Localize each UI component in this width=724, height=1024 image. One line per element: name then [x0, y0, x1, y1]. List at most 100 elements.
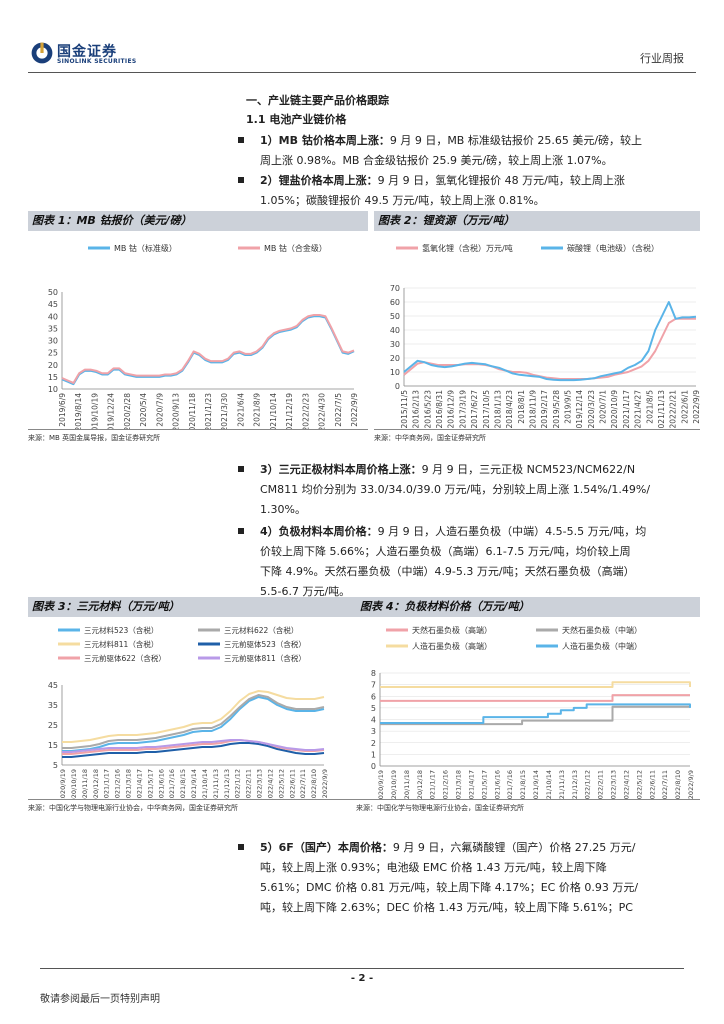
legend-label: 三元前驱体622（含税）	[84, 653, 166, 663]
legend-label: MB 钴（合金级）	[264, 243, 327, 253]
chart-lithium-plot: 氢氧化锂（含税）万元/吨 碳酸锂（电池级）（含税） 0 10 20 30 40 50 60 70 2…	[390, 243, 700, 429]
x-tick-label: 2022/9/9	[692, 390, 700, 424]
x-tick-label: 2020/10/19	[390, 770, 398, 799]
x-tick-label: 2021/9/14	[190, 769, 198, 799]
legend-item: 碳酸锂（电池级）（含税）	[541, 243, 659, 253]
legend-label: 人造石墨负极（高端）	[412, 641, 492, 651]
y-tick-label: 5	[53, 761, 58, 770]
x-tick-label: 2022/4/12	[622, 770, 630, 799]
chart-title: 图表 2：锂资源（万元/吨）	[374, 211, 700, 231]
x-tick-label: 2021/7/16	[168, 769, 176, 799]
x-tick-label: 2022/9/9	[321, 769, 329, 798]
x-tick-label: 2021/2/16	[442, 770, 450, 799]
y-tick-label: 2	[371, 739, 376, 748]
bullet-square-icon	[238, 528, 244, 534]
legend-label: 三元材料622（含税）	[224, 625, 298, 635]
x-tick-label: 2021/11/13	[558, 770, 566, 799]
legend-item: 三元材料523（含税）	[58, 625, 158, 635]
x-tick-label: 2022/6/11	[648, 770, 656, 799]
footer-rule	[40, 968, 684, 969]
legend-item: 三元材料811（含税）	[58, 639, 158, 649]
y-tick-label: 30	[48, 337, 58, 346]
chart-source: 来源：中国化学与物理电源行业协会，中华商务网，国金证券研究所	[28, 799, 368, 815]
x-tick-label: 2021/1/17	[429, 770, 437, 799]
x-tick-label: 2020/10/19	[70, 769, 78, 799]
legend-item: 天然石墨负极（高端）	[386, 625, 492, 635]
x-tick-label: 2021/6/4	[236, 393, 245, 427]
section-title: 一、产业链主要产品价格跟踪	[246, 94, 389, 107]
y-tick-label: 35	[48, 701, 58, 710]
y-tick-label: 40	[390, 326, 400, 335]
x-tick-label: 2022/5/12	[277, 769, 285, 799]
x-tick-label: 2016/5/23	[423, 390, 432, 429]
x-tick-label: 2021/6/16	[157, 769, 165, 799]
x-tick-label: 2021/10/14	[201, 769, 209, 799]
x-tick-label: 2021/4/27	[634, 390, 643, 429]
x-tick-label: 2021/11/13	[212, 769, 220, 799]
y-tick-label: 15	[48, 373, 58, 382]
x-tick-label: 2020/5/4	[139, 393, 148, 427]
y-tick-label: 25	[48, 721, 58, 730]
chart-ternary-plot: 三元材料523（含税） 三元材料622（含税） 三元材料811（含税） 三元前驱体52…	[48, 625, 329, 799]
series-line	[380, 703, 691, 724]
x-tick-label: 2020/11/18	[188, 393, 197, 429]
x-tick-label: 2018/1/13	[493, 390, 502, 429]
chart-ternary: 图表 3：三元材料（万元/吨） 三元材料523（含税） 三元材料622（含税） 三元…	[28, 597, 368, 815]
y-tick-label: 50	[390, 312, 400, 321]
x-tick-label: 2020/12/18	[416, 770, 424, 799]
x-tick-label: 2022/9/9	[350, 393, 359, 427]
chart-anode-plot: 天然石墨负极（高端） 天然石墨负极（中端） 人造石墨负极（高端） 人造石墨负极（中端）…	[371, 625, 695, 799]
legend-label: 三元前驱体523（含税）	[224, 639, 306, 649]
subsection-title: 1.1 电池产业链价格	[246, 113, 347, 126]
x-tick-label: 2022/7/5	[334, 393, 343, 427]
page-number: - 2 -	[350, 973, 374, 984]
legend-label: 天然石墨负极（高端）	[412, 625, 492, 635]
bullet-square-icon	[238, 844, 244, 850]
x-tick-label: 2019/5/28	[552, 390, 561, 429]
series-line	[62, 696, 325, 752]
bullet-anode: 4）负极材料本周价格：9 月 9 日，人造石墨负极（中端）4.5-5.5 万元/…	[238, 522, 698, 602]
series-line	[61, 314, 355, 384]
x-tick-label: 2020/3/23	[587, 390, 596, 429]
x-tick-label: 2021/4/17	[135, 769, 143, 799]
bullet-cobalt: 1）MB 钴价格本周上涨：9 月 9 日，MB 标准级钴报价 25.65 美元/…	[238, 131, 698, 171]
x-tick-label: 2022/9/9	[687, 770, 695, 799]
x-tick-label: 2019/2/17	[540, 390, 549, 429]
legend-item: 三元材料622（含税）	[198, 625, 298, 635]
x-tick-label: 2022/4/30	[318, 393, 327, 429]
chart-lithium: 图表 2：锂资源（万元/吨） 氢氧化锂（含税）万元/吨 碳酸锂（电池级）（含税） 0…	[374, 211, 700, 445]
legend-label: 三元材料811（含税）	[84, 639, 158, 649]
y-tick-label: 20	[390, 354, 400, 363]
series-line	[62, 690, 325, 743]
y-tick-label: 5	[371, 704, 376, 713]
y-tick-label: 10	[48, 385, 58, 394]
chart-anode: 图表 4：负极材料价格（万元/吨） 天然石墨负极（高端） 天然石墨负极（中端） 人造…	[356, 597, 700, 815]
x-tick-label: 2021/3/30	[220, 393, 229, 429]
x-tick-label: 2022/2/11	[597, 770, 605, 799]
x-tick-label: 2022/8/10	[310, 769, 318, 799]
x-tick-label: 2019/12/14	[575, 390, 584, 429]
series-line	[62, 739, 325, 753]
legend-item: MB 钴（标准级）	[88, 243, 177, 253]
x-tick-label: 2022/8/10	[674, 770, 682, 799]
bullet-electrolyte: 5）6F（国产）本周价格：9 月 9 日，六氟磷酸锂（国产）价格 27.25 万…	[238, 838, 698, 918]
x-tick-label: 2022/6/11	[288, 769, 296, 799]
legend-item: MB 钴（合金级）	[238, 243, 327, 253]
x-tick-label: 2022/2/11	[245, 769, 253, 799]
chart-cobalt-plot: MB 钴（标准级） MB 钴（合金级） 10 15 20 25 30 35 40 45 50 2019…	[48, 243, 359, 429]
x-tick-label: 2022/7/11	[661, 770, 669, 799]
y-tick-label: 35	[48, 324, 58, 333]
y-tick-label: 0	[395, 382, 400, 391]
bullet-square-icon	[238, 177, 244, 183]
bullet-square-icon	[238, 466, 244, 472]
x-tick-label: 2017/10/5	[482, 390, 491, 429]
series-line	[380, 694, 690, 702]
x-tick-label: 2021/9/14	[532, 770, 540, 799]
series-line	[403, 301, 697, 382]
chart-cobalt: 图表 1：MB 钴报价（美元/磅） MB 钴（标准级） MB 钴（合金级） 10 15…	[28, 211, 368, 445]
y-tick-label: 30	[390, 340, 400, 349]
y-tick-label: 8	[371, 669, 376, 678]
x-tick-label: 2022/5/12	[635, 770, 643, 799]
chart-source: 来源：中华商务网，国金证券研究所	[374, 429, 700, 445]
legend-label: 氢氧化锂（含税）万元/吨	[422, 243, 513, 253]
